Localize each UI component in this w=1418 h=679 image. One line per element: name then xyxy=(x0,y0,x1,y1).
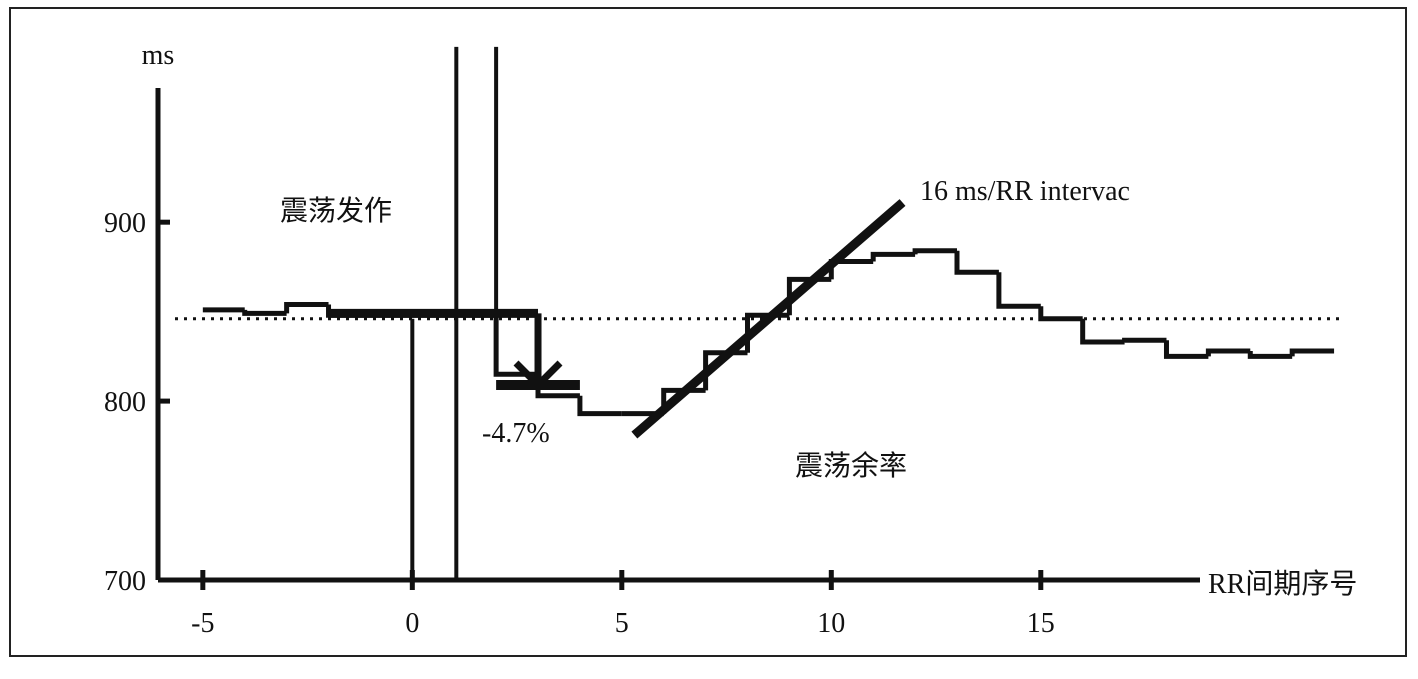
drop-arrow xyxy=(513,313,563,390)
step-segment xyxy=(1038,306,1083,322)
x-tick-label: 10 xyxy=(817,608,845,639)
step-segment xyxy=(870,251,916,262)
annotation: 震荡发作 xyxy=(280,195,392,227)
annotation: 16 ms/RR intervac xyxy=(920,176,1130,207)
frame xyxy=(9,7,1407,657)
step-segment xyxy=(577,395,622,417)
y-tick-label: 900 xyxy=(104,208,146,239)
step-segment xyxy=(954,250,999,275)
trend-line xyxy=(631,199,906,439)
step-segment xyxy=(1122,337,1167,343)
annotation: -4.7% xyxy=(482,418,550,449)
annotation: 震荡余率 xyxy=(795,450,907,482)
step-segment xyxy=(1080,318,1125,345)
x-tick-label: 0 xyxy=(405,608,419,639)
step-segment xyxy=(1289,348,1335,357)
x-tick-label: -5 xyxy=(191,608,214,639)
x-tick-label: 15 xyxy=(1027,608,1055,639)
y-tick-label: 800 xyxy=(104,387,146,418)
step-segment xyxy=(1205,348,1251,357)
x-tick-label: 5 xyxy=(615,608,629,639)
y-tick-label: 700 xyxy=(104,566,146,597)
x-axis-label: RR间期序号 xyxy=(1208,568,1357,600)
step-segment xyxy=(242,309,287,316)
step-segment xyxy=(912,248,957,255)
step-segment xyxy=(1163,340,1209,359)
step-segment xyxy=(284,301,329,314)
step-segment xyxy=(1247,350,1293,359)
y-axis-label: ms xyxy=(142,40,175,71)
step-segment xyxy=(996,272,1041,309)
